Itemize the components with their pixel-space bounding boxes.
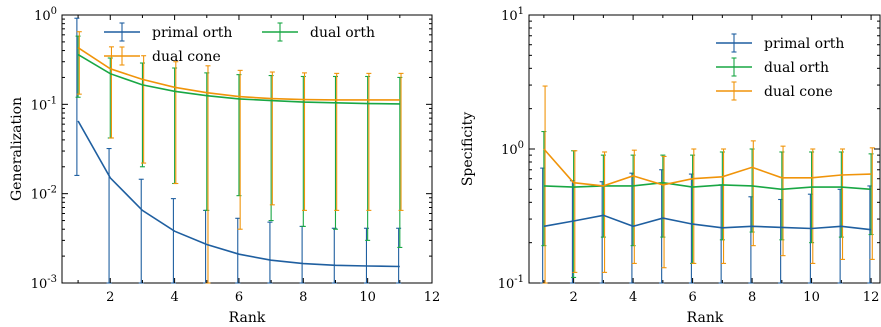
y-tick-label: 10-3 — [31, 274, 57, 292]
data-layer — [74, 17, 404, 284]
legend-item: dual orth — [716, 57, 829, 77]
legend-item: primal orth — [716, 33, 844, 53]
x-tick-label: 6 — [688, 290, 696, 305]
series-line — [543, 148, 872, 187]
x-tick-label: 12 — [424, 290, 441, 305]
y-axis-label: Specificity — [460, 112, 476, 186]
x-axis-label: Rank — [229, 310, 266, 326]
tick-layer: 2 4 6 8 10 12 10-3 10-2 10-1 100 — [31, 6, 441, 305]
generalization-chart: 2 4 6 8 10 12 10-3 10-2 10-1 100 primal orth dual … — [9, 6, 440, 326]
legend: primal orth dual orth dual cone — [716, 33, 844, 101]
legend-item: primal orth — [104, 22, 232, 42]
legend: primal orth dual orth dual cone — [104, 22, 375, 66]
y-tick-label: 100 — [34, 6, 57, 24]
series-line — [543, 214, 872, 231]
legend-label: dual orth — [764, 60, 829, 76]
specificity-chart: 2 4 6 8 10 12 10-1 100 101 primal orth dual orth d… — [460, 6, 881, 326]
x-axis-label: Rank — [687, 310, 724, 326]
x-tick-label: 4 — [170, 290, 178, 305]
series-line — [77, 120, 400, 268]
x-tick-label: 8 — [299, 290, 307, 305]
series-line — [77, 53, 400, 105]
x-tick-label: 6 — [235, 290, 243, 305]
plot-frame — [61, 14, 433, 284]
legend-item: dual orth — [262, 22, 375, 42]
legend-label: dual cone — [152, 49, 221, 65]
y-tick-label: 10-1 — [498, 274, 524, 292]
x-tick-label: 2 — [106, 290, 114, 305]
data-layer — [540, 85, 875, 284]
y-axis-label: Generalization — [9, 97, 25, 201]
legend-item: dual cone — [104, 46, 221, 66]
legend-item: dual cone — [716, 81, 833, 101]
series-line — [543, 181, 872, 191]
x-tick-label: 4 — [629, 290, 637, 305]
legend-label: dual orth — [310, 25, 375, 41]
series-line — [77, 47, 400, 101]
plot-frame — [528, 14, 881, 284]
y-tick-label: 100 — [501, 140, 524, 158]
x-tick-label: 12 — [863, 290, 880, 305]
x-tick-label: 2 — [569, 290, 577, 305]
x-tick-label: 8 — [748, 290, 756, 305]
legend-label: primal orth — [764, 36, 844, 52]
y-tick-label: 10-1 — [31, 95, 57, 113]
y-tick-label: 10-2 — [31, 185, 57, 203]
tick-layer: 2 4 6 8 10 12 10-1 100 101 — [498, 6, 880, 305]
legend-label: primal orth — [152, 25, 232, 41]
x-tick-label: 10 — [359, 290, 376, 305]
y-tick-label: 101 — [501, 6, 524, 24]
legend-label: dual cone — [764, 84, 833, 100]
x-tick-label: 10 — [803, 290, 820, 305]
